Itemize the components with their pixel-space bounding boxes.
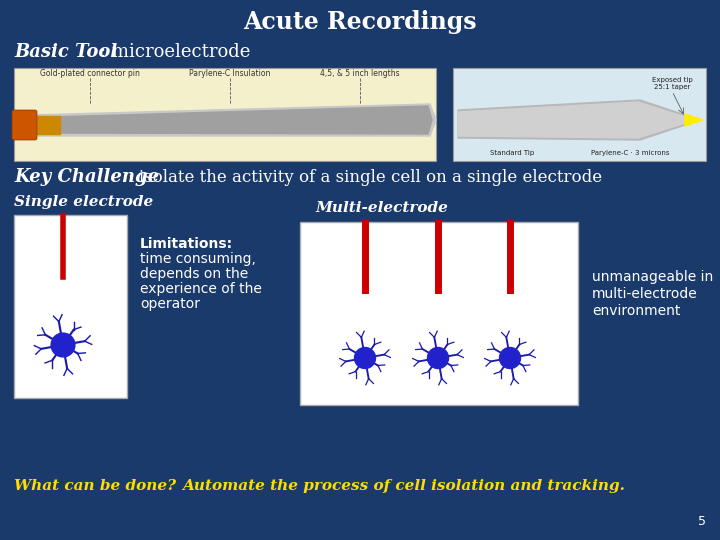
Text: Automate the process of cell isolation and tracking.: Automate the process of cell isolation a… [182, 479, 625, 493]
Circle shape [428, 348, 449, 368]
FancyBboxPatch shape [300, 222, 578, 405]
Text: : isolate the activity of a single cell on a single electrode: : isolate the activity of a single cell … [128, 168, 602, 186]
Text: Acute Recordings: Acute Recordings [243, 10, 477, 34]
Polygon shape [30, 116, 60, 134]
Polygon shape [458, 100, 700, 140]
FancyBboxPatch shape [14, 68, 436, 161]
Circle shape [500, 348, 521, 368]
Text: : microelectrode: : microelectrode [100, 43, 251, 61]
Text: Standard Tip: Standard Tip [490, 150, 534, 156]
FancyBboxPatch shape [14, 215, 127, 398]
Text: 4,5, & 5 inch lengths: 4,5, & 5 inch lengths [320, 69, 400, 78]
Text: Parylene-C Insulation: Parylene-C Insulation [189, 69, 271, 78]
Text: depends on the: depends on the [140, 267, 248, 281]
Text: Parylene-C · 3 microns: Parylene-C · 3 microns [590, 150, 670, 156]
FancyBboxPatch shape [12, 110, 37, 140]
Circle shape [51, 333, 75, 357]
Text: Gold-plated connector pin: Gold-plated connector pin [40, 69, 140, 78]
Text: 5: 5 [698, 515, 706, 528]
Text: operator: operator [140, 297, 200, 311]
FancyBboxPatch shape [453, 68, 706, 161]
Polygon shape [30, 104, 436, 136]
Polygon shape [50, 106, 432, 134]
Text: Exposed tip: Exposed tip [652, 77, 693, 83]
Text: Key Challenge: Key Challenge [14, 168, 159, 186]
Polygon shape [685, 114, 703, 126]
Text: Basic Tool: Basic Tool [14, 43, 117, 61]
Polygon shape [458, 102, 695, 138]
Text: environment: environment [592, 304, 680, 318]
Text: Limitations:: Limitations: [140, 237, 233, 251]
Text: Single electrode: Single electrode [14, 195, 153, 209]
Circle shape [354, 348, 376, 368]
Text: 25:1 taper: 25:1 taper [654, 84, 690, 90]
Text: experience of the: experience of the [140, 282, 262, 296]
Text: Multi-electrode: Multi-electrode [315, 201, 448, 215]
Text: time consuming,: time consuming, [140, 252, 256, 266]
Text: unmanageable in: unmanageable in [592, 270, 714, 284]
Text: multi-electrode: multi-electrode [592, 287, 698, 301]
Text: What can be done?: What can be done? [14, 479, 176, 493]
Polygon shape [14, 112, 35, 138]
